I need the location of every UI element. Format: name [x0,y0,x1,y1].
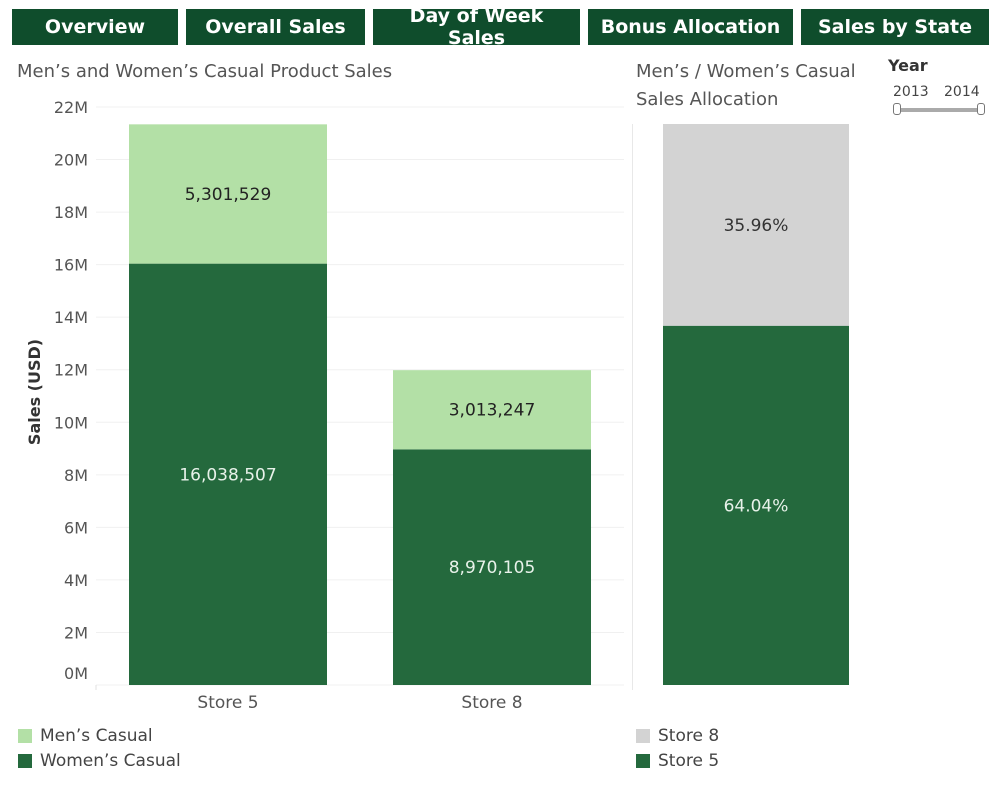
tab-overview[interactable]: Overview [12,9,178,45]
year-filter-label: Year [888,56,928,75]
y-axis-ticks: 0M 2M 4M 6M 8M 10M 12M 14M 16M 18M 20M 22M [54,98,88,683]
legend-label-store5: Store 5 [658,750,720,771]
y-tick-label: 12M [54,361,88,380]
year-slider-track[interactable] [896,108,984,112]
y-tick-label: 4M [64,571,88,590]
data-label: 16,038,507 [179,465,276,485]
tab-sales-by-state[interactable]: Sales by State [801,9,989,45]
bar-store-5-mens[interactable] [129,124,327,264]
legend-swatch-store5 [636,753,650,768]
y-tick-label: 20M [54,151,88,170]
bar-store-8-mens[interactable] [393,370,591,450]
legend-item-womens: Women’s Casual [18,748,181,773]
legend-swatch-womens [18,753,32,768]
legend-swatch-mens [18,728,32,743]
year-end-label: 2014 [944,84,980,100]
y-tick-label: 2M [64,623,88,642]
x-axis-labels: Store 5 Store 8 [197,693,522,713]
sales-legend: Men’s Casual Women’s Casual [18,723,181,773]
data-label: 5,301,529 [185,185,272,205]
tab-day-of-week-sales[interactable]: Day of Week Sales [373,5,580,49]
y-tick-label: 10M [54,413,88,432]
sales-bar-chart: 0M 2M 4M 6M 8M 10M 12M 14M 16M 18M 20M 22M 16,038,5… [25,98,624,713]
y-axis-title: Sales (USD) [25,339,44,445]
year-slider-start-handle[interactable] [893,103,901,115]
data-label: 8,970,105 [449,558,536,578]
bar-store-5-womens[interactable] [129,263,327,685]
y-tick-label: 6M [64,518,88,537]
y-tick-label: 16M [54,256,88,275]
bar-store-8-womens[interactable] [393,449,591,685]
legend-label-store8: Store 8 [658,725,720,746]
year-start-label: 2013 [893,84,929,100]
allocation-bars: 64.04% 35.96% [663,124,849,685]
bars: 16,038,507 5,301,529 8,970,105 3,013,247 [129,124,591,685]
legend-label-mens: Men’s Casual [40,725,153,746]
allocation-bar-store-5[interactable] [663,325,849,685]
year-slider-end-handle[interactable] [977,103,985,115]
y-tick-label: 14M [54,308,88,327]
data-label: 3,013,247 [449,401,536,421]
legend-item-mens: Men’s Casual [18,723,181,748]
legend-item-store8: Store 8 [636,723,719,748]
x-tick-label: Store 5 [197,693,258,713]
legend-item-store5: Store 5 [636,748,719,773]
chart-title-allocation: Men’s / Women’s Casual Sales Allocation [636,61,856,110]
allocation-legend: Store 8 Store 5 [636,723,719,773]
y-tick-label: 8M [64,466,88,485]
tab-bonus-allocation[interactable]: Bonus Allocation [588,9,793,45]
y-tick-label: 0M [64,664,88,683]
allocation-bar-chart: 64.04% 35.96% [632,124,849,690]
allocation-bar-store-8[interactable] [663,124,849,326]
chart-title-sales: Men’s and Women’s Casual Product Sales [17,61,393,82]
year-filter: Year 2013 2014 [888,56,996,120]
tab-overall-sales[interactable]: Overall Sales [186,9,365,45]
y-tick-label: 18M [54,203,88,222]
dashboard-tabs: Overview Overall Sales Day of Week Sales… [0,0,1003,50]
legend-swatch-store8 [636,728,650,743]
legend-label-womens: Women’s Casual [40,750,181,771]
allocation-data-label: 35.96% [724,216,789,236]
allocation-data-label: 64.04% [724,496,789,516]
x-tick-label: Store 8 [461,693,522,713]
y-tick-label: 22M [54,98,88,117]
